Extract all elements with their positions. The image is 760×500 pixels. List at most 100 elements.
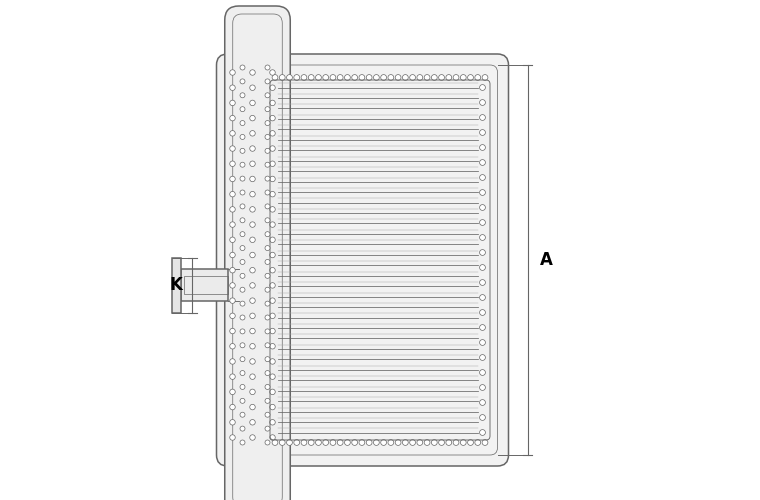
Circle shape [475,74,480,80]
Circle shape [240,204,245,209]
Circle shape [381,440,387,446]
Circle shape [480,114,486,120]
Circle shape [270,70,275,75]
Circle shape [240,440,245,445]
Circle shape [359,74,365,80]
FancyBboxPatch shape [217,54,508,466]
Circle shape [270,130,275,136]
Circle shape [359,440,365,446]
Circle shape [270,434,275,440]
Circle shape [240,106,245,112]
Circle shape [240,218,245,223]
Circle shape [388,440,394,446]
Circle shape [240,426,245,431]
Circle shape [265,176,270,181]
Circle shape [230,313,236,318]
Circle shape [403,74,408,80]
Circle shape [480,160,486,166]
Circle shape [439,440,445,446]
Circle shape [480,430,486,436]
Circle shape [381,74,387,80]
Circle shape [480,84,486,90]
Circle shape [240,287,245,292]
Circle shape [230,100,236,105]
Circle shape [344,440,350,446]
Circle shape [270,313,275,318]
Circle shape [265,93,270,98]
Circle shape [280,74,285,80]
Circle shape [230,70,236,75]
Circle shape [270,206,275,212]
Circle shape [265,204,270,209]
Circle shape [240,246,245,250]
Circle shape [388,74,394,80]
Circle shape [270,282,275,288]
Circle shape [467,74,473,80]
Circle shape [272,74,278,80]
Circle shape [230,252,236,258]
Bar [182,269,228,301]
Bar [184,276,228,294]
Circle shape [265,343,270,348]
FancyBboxPatch shape [225,6,290,500]
Circle shape [265,190,270,195]
Circle shape [480,280,486,285]
Circle shape [250,85,255,90]
Circle shape [480,414,486,420]
Circle shape [373,74,379,80]
Circle shape [352,440,357,446]
Circle shape [230,161,236,166]
Circle shape [265,106,270,112]
Circle shape [467,440,473,446]
Circle shape [250,298,255,304]
Circle shape [230,404,236,410]
Circle shape [230,282,236,288]
Circle shape [410,74,416,80]
Circle shape [270,358,275,364]
Circle shape [270,252,275,258]
Circle shape [240,301,245,306]
Circle shape [270,328,275,334]
Circle shape [265,370,270,376]
Circle shape [270,100,275,105]
Circle shape [270,176,275,182]
Circle shape [250,237,255,242]
Circle shape [240,412,245,417]
Circle shape [270,374,275,380]
Circle shape [309,440,314,446]
Circle shape [265,79,270,84]
Circle shape [250,328,255,334]
Circle shape [250,130,255,136]
Circle shape [395,440,401,446]
Circle shape [265,148,270,154]
Circle shape [240,398,245,404]
Circle shape [250,282,255,288]
Circle shape [250,70,255,75]
Circle shape [240,260,245,264]
Circle shape [373,440,379,446]
Circle shape [294,74,299,80]
Circle shape [446,440,451,446]
Circle shape [480,384,486,390]
Circle shape [265,65,270,70]
Circle shape [265,287,270,292]
Circle shape [270,268,275,273]
Circle shape [270,344,275,349]
Circle shape [265,301,270,306]
Circle shape [480,310,486,316]
Circle shape [230,358,236,364]
Circle shape [240,79,245,84]
Circle shape [265,356,270,362]
Circle shape [240,162,245,167]
Circle shape [230,116,236,121]
Circle shape [240,370,245,376]
Circle shape [461,74,466,80]
Circle shape [265,246,270,250]
Circle shape [424,440,430,446]
Circle shape [480,144,486,150]
Circle shape [265,134,270,140]
Circle shape [230,298,236,304]
Circle shape [480,324,486,330]
Circle shape [250,100,255,105]
Circle shape [230,146,236,152]
